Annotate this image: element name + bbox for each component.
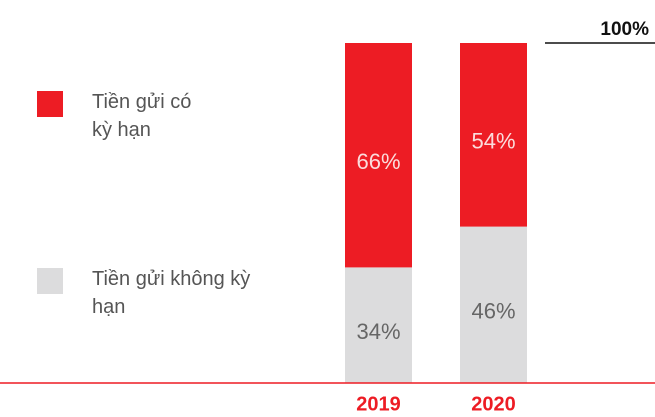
legend-label: Tiền gửi không kỳ hạn: [92, 268, 251, 318]
legend-swatch: [37, 268, 63, 294]
bar-segment: [460, 226, 527, 383]
legend-item: Tiền gửi có kỳ hạn: [37, 88, 202, 144]
x-tick-label: 2019: [356, 393, 401, 415]
value-label: 34%: [356, 319, 400, 344]
x-tick-label: 2020: [471, 393, 516, 415]
legend-swatch: [37, 91, 63, 117]
bar-segment: [460, 43, 527, 227]
value-label: 46%: [471, 299, 515, 324]
bar-segment: [345, 43, 412, 268]
legend-item: Tiền gửi không kỳ hạn: [37, 265, 272, 321]
legend-label: Tiền gửi có kỳ hạn: [92, 91, 192, 141]
value-label: 54%: [471, 129, 515, 154]
bar-segment: [345, 267, 412, 383]
value-label: 66%: [356, 149, 400, 174]
y-tick-label: 100%: [600, 19, 649, 40]
